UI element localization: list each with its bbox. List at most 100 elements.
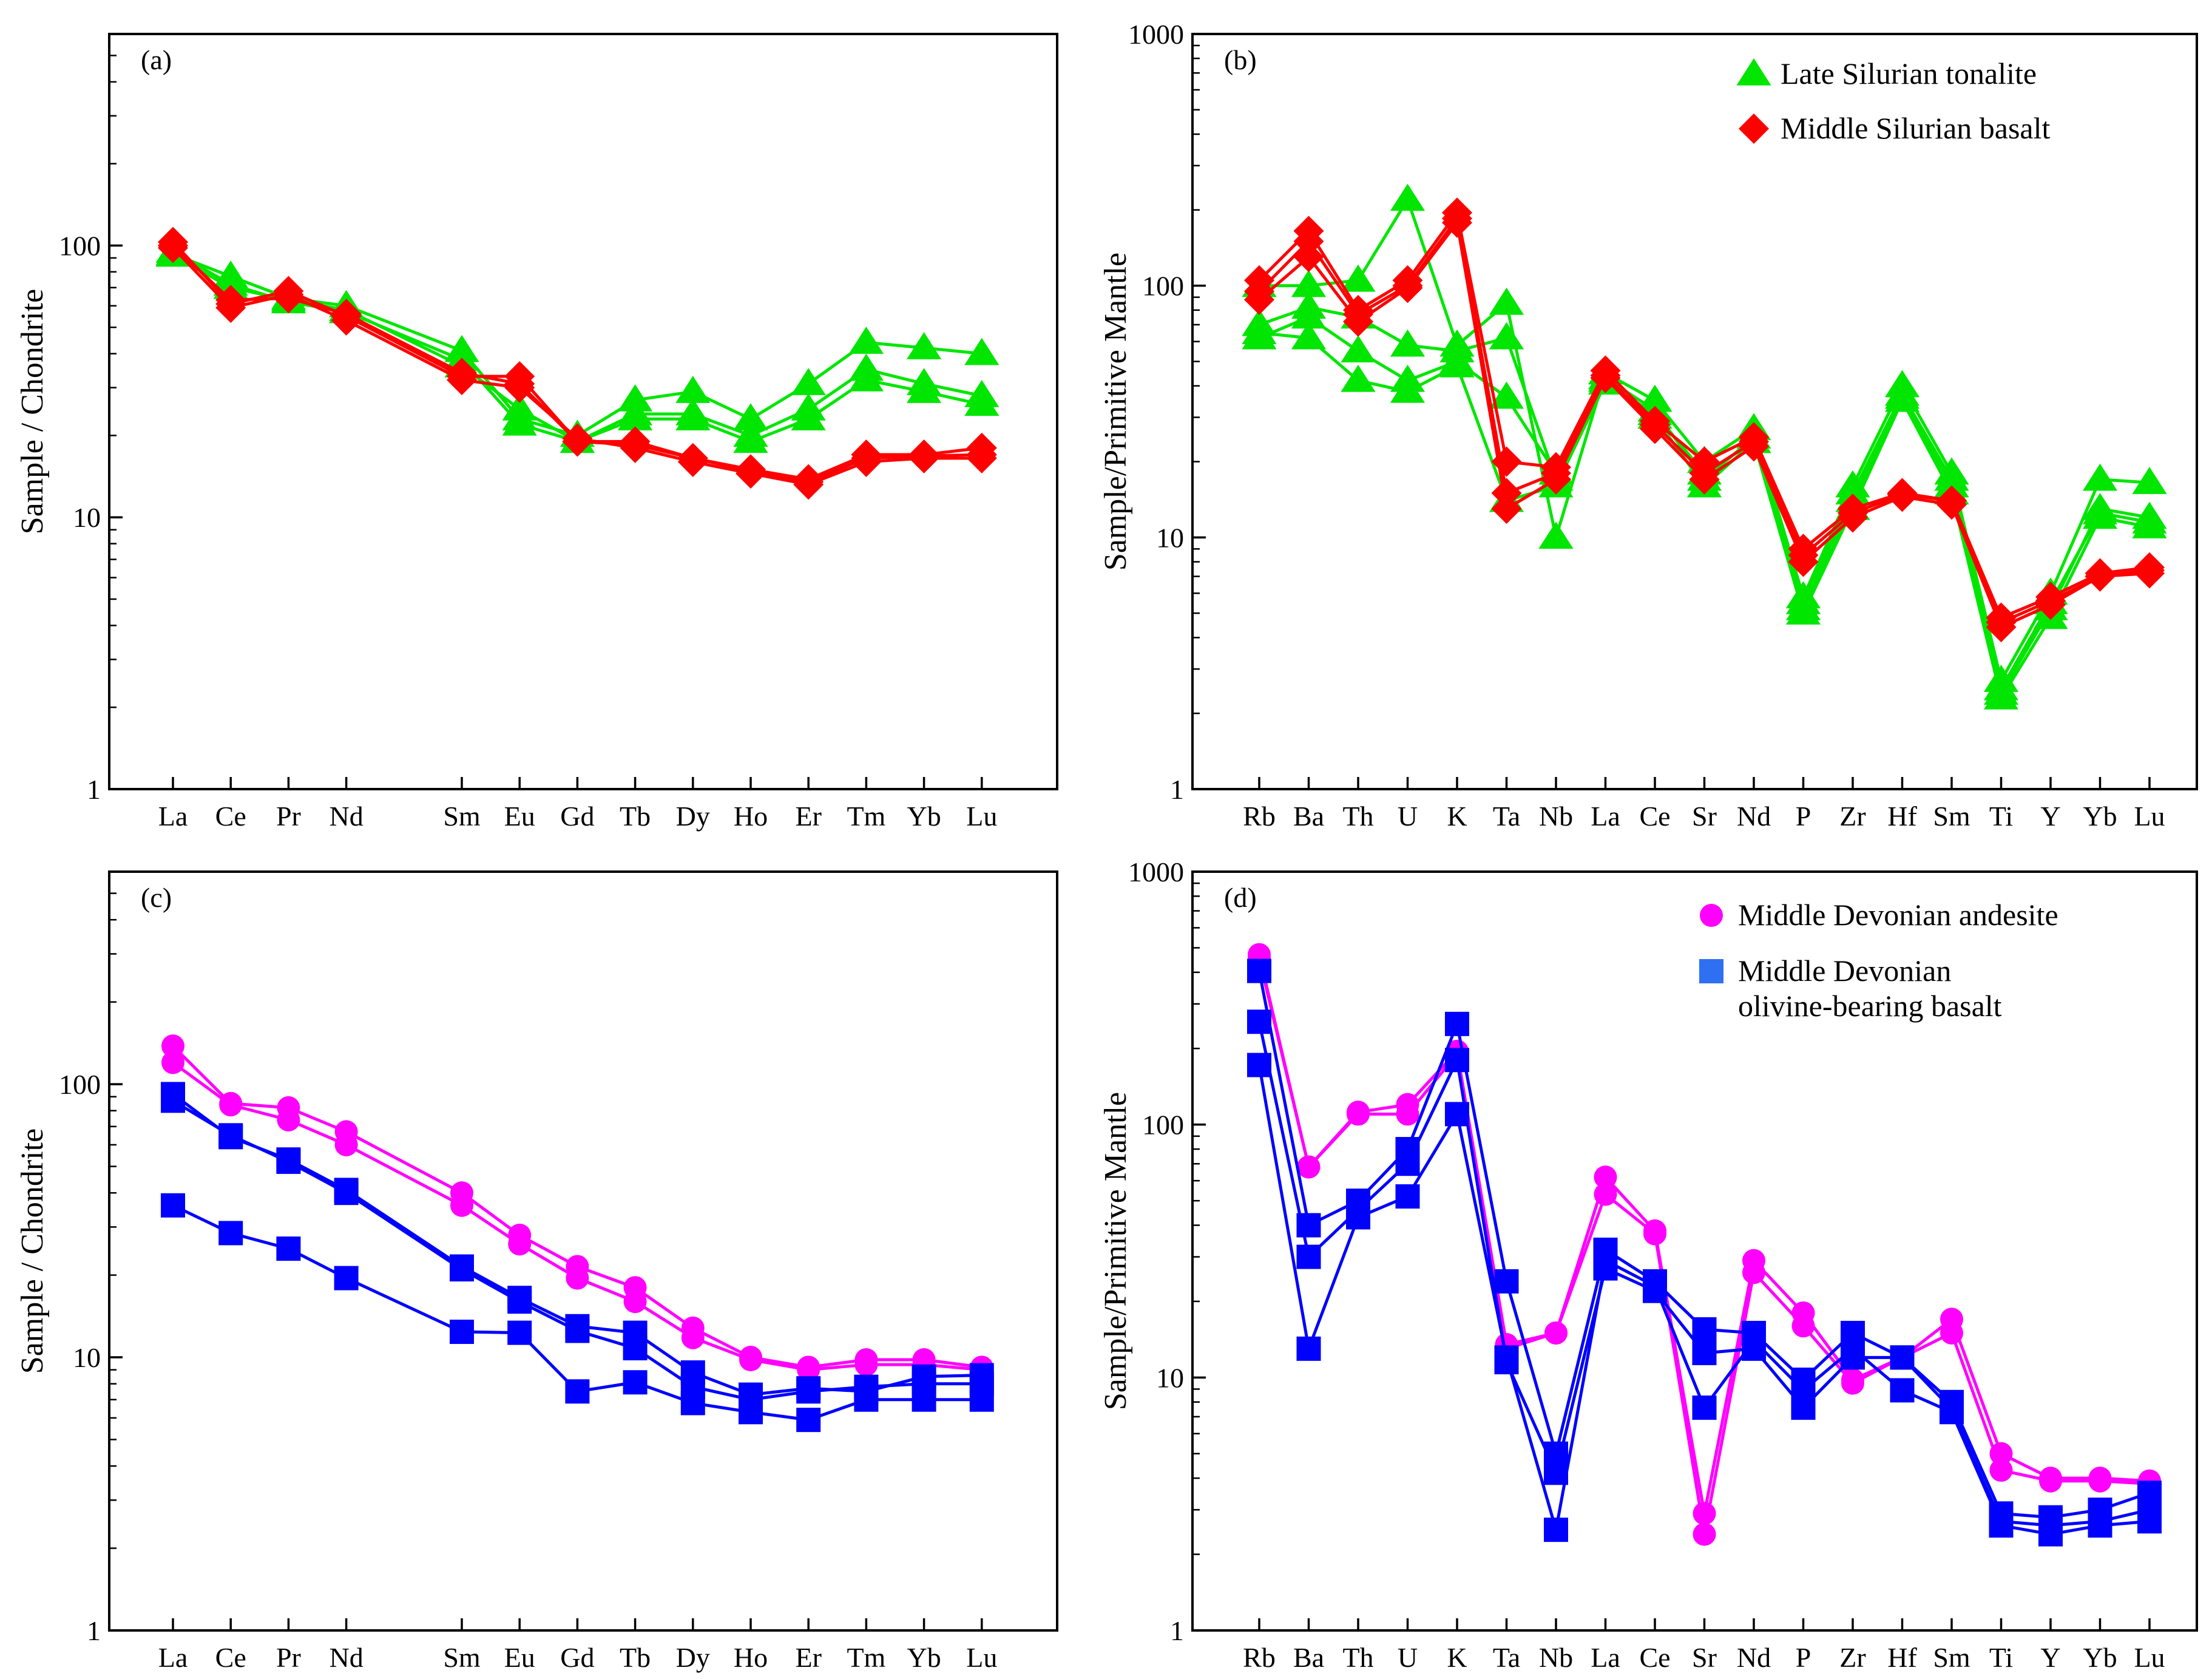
x-tick-label-nd: Nd	[1737, 801, 1771, 832]
x-tick-label-th: Th	[1342, 801, 1373, 832]
point-dy	[675, 403, 711, 430]
point-k	[1439, 350, 1475, 378]
y-tick-label: 10	[73, 1342, 101, 1373]
point-yb	[908, 441, 939, 472]
point-ba	[1296, 1244, 1321, 1269]
x-tick-label-sm: Sm	[443, 1642, 481, 1673]
legend: Late Silurian tonalite Middle Silurian ba…	[1736, 56, 2050, 145]
point-yb	[2088, 1469, 2112, 1493]
point-nd	[331, 299, 362, 330]
x-tick-label-sr: Sr	[1692, 1642, 1717, 1673]
point-u	[1390, 329, 1426, 357]
point-k	[1445, 1048, 1469, 1073]
x-tick-label-sr: Sr	[1692, 801, 1717, 832]
point-lu	[964, 388, 999, 416]
x-tick-label-nd: Nd	[1737, 1642, 1771, 1673]
x-tick-label-rb: Rb	[1243, 1642, 1276, 1673]
point-rb	[1247, 1053, 1271, 1077]
point-la	[161, 1034, 184, 1058]
point-yb	[2082, 463, 2118, 491]
legend-label: Middle Silurian basalt	[1781, 111, 2050, 145]
point-ba	[1293, 242, 1324, 273]
point-ta	[1491, 494, 1522, 524]
point-pr	[276, 1236, 301, 1261]
series-line	[1259, 305, 2150, 695]
point-tb	[618, 403, 653, 430]
point-zr	[1835, 477, 1870, 505]
point-dy	[675, 376, 711, 403]
point-ta	[1489, 381, 1524, 409]
legend-marker-diamond	[1739, 114, 1769, 144]
x-tick-label-ti: Ti	[1989, 1642, 2013, 1673]
point-eu	[502, 393, 537, 421]
panel-d: 1 10 100 1000 Rb Ba Th U K Ta Nb La Ce Sr Nd P Zr Hf Sm Ti Y…	[1098, 856, 2198, 1673]
x-tick-label-sm: Sm	[443, 801, 481, 832]
x-tick-label-nd: Nd	[329, 801, 363, 832]
point-er	[791, 403, 826, 430]
x-tick-label-lu: Lu	[966, 801, 997, 832]
legend-label: Middle Devonian andesite	[1738, 898, 2058, 932]
point-er	[796, 1408, 821, 1433]
point-th	[1341, 364, 1376, 392]
x-tick-label-k: K	[1447, 1642, 1467, 1673]
point-sr	[1692, 1317, 1717, 1342]
panel-label: (d)	[1224, 882, 1257, 913]
point-u	[1390, 375, 1426, 403]
point-u	[1392, 273, 1423, 304]
panel-label: (c)	[141, 882, 172, 913]
x-tick-label-tm: Tm	[847, 801, 885, 832]
x-tick-label-la: La	[1591, 1642, 1620, 1673]
x-tick-label-u: U	[1398, 801, 1418, 832]
x-tick-label-tm: Tm	[847, 1642, 885, 1673]
point-sm	[1934, 463, 1969, 491]
x-tick-label-nb: Nb	[1539, 1642, 1573, 1673]
point-ba	[1291, 270, 1327, 297]
x-tick-label-ce: Ce	[215, 801, 246, 832]
series-middle-silurian-basalt	[1244, 203, 2165, 638]
point-eu	[504, 368, 535, 399]
y-axis-title: Sample/Primitive Mantle	[1098, 253, 1133, 571]
y-axis-title: Sample / Chondrite	[15, 1128, 50, 1374]
point-sm	[450, 1257, 474, 1282]
point-u	[1395, 1152, 1420, 1176]
y-tick-label: 1	[1170, 774, 1184, 805]
point-nd	[1742, 1261, 1765, 1284]
point-tb	[623, 1336, 648, 1361]
point-sr	[1689, 464, 1720, 495]
series-middle-silurian-basalt	[158, 230, 997, 497]
x-tick-label-tb: Tb	[620, 801, 651, 832]
x-tick-label-nb: Nb	[1539, 801, 1573, 832]
y-tick-label: 10	[1156, 522, 1184, 553]
point-ba	[1296, 1336, 1321, 1361]
point-ba	[1297, 1155, 1321, 1179]
point-ce	[215, 285, 246, 316]
point-sr	[1692, 1395, 1717, 1420]
point-pr	[276, 1149, 301, 1174]
y-tick-label: 1	[1170, 1615, 1184, 1646]
x-tick-label-u: U	[1398, 1642, 1418, 1673]
legend-label: Middle Devonian	[1738, 954, 1951, 988]
x-tick-label-eu: Eu	[504, 801, 535, 832]
point-tm	[848, 364, 884, 392]
x-tick-label-ce: Ce	[1639, 1642, 1670, 1673]
series-line	[1259, 315, 2150, 700]
point-dy	[681, 1326, 705, 1349]
point-dy	[677, 443, 708, 473]
y-tick-label: 1	[87, 1615, 101, 1646]
x-tick-label-pr: Pr	[276, 801, 301, 832]
point-ce	[219, 1093, 243, 1117]
point-lu	[2132, 506, 2167, 534]
series-line	[1259, 331, 2150, 691]
point-tm	[851, 443, 882, 473]
point-sm	[1936, 489, 1967, 520]
point-la	[161, 1193, 185, 1218]
point-hf	[1890, 1345, 1915, 1370]
point-la	[161, 1051, 184, 1074]
legend: Middle Devonian andesite Middle Devoniano…	[1699, 898, 2058, 1023]
point-p	[1791, 1378, 1816, 1403]
point-p	[1785, 586, 1821, 614]
x-tick-label-p: P	[1796, 801, 1811, 832]
series-line	[1258, 211, 2150, 620]
x-tick-label-la: La	[158, 801, 188, 832]
point-gd	[565, 1379, 590, 1404]
